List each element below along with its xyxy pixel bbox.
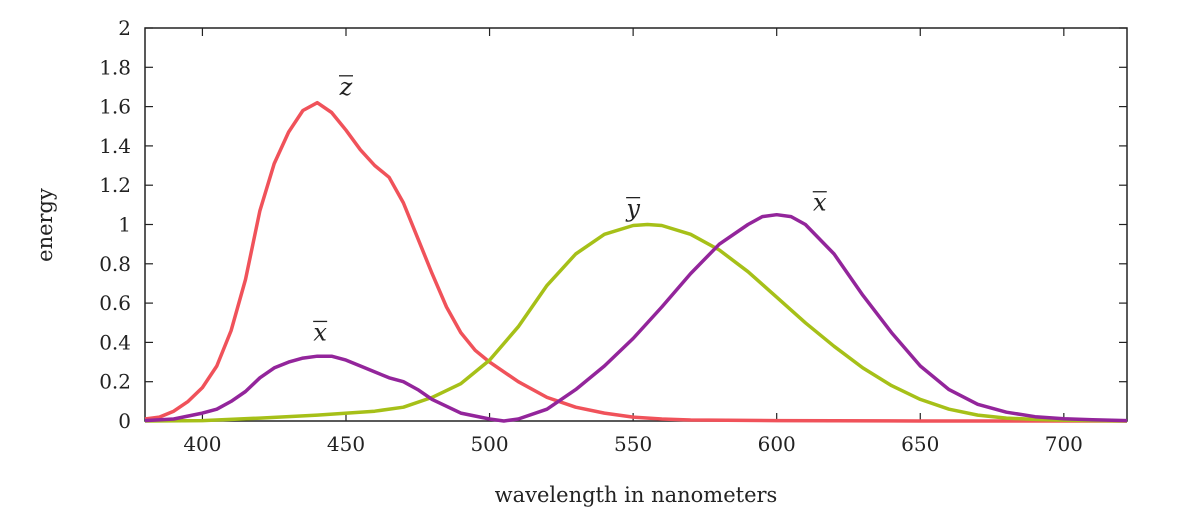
y-bar-label: y <box>625 195 640 223</box>
x-bar-label: x <box>313 318 327 346</box>
x-tick-label: 650 <box>901 432 939 456</box>
y-tick-label: 0.6 <box>99 291 131 315</box>
y-tick-label: 1.2 <box>99 173 131 197</box>
x-tick-label: 550 <box>614 432 652 456</box>
z-bar-line <box>144 100 1127 423</box>
x-bar-line <box>144 212 1128 423</box>
curve-labels: z y x x <box>313 73 827 346</box>
y-tick-label: 0.4 <box>99 330 131 354</box>
x-tick-label: 500 <box>470 432 508 456</box>
y-tick-label: 1 <box>118 213 131 237</box>
x-bar-label: x <box>813 189 827 217</box>
y-tick-label: 0.2 <box>99 370 131 394</box>
x-tick-label: 700 <box>1045 432 1083 456</box>
x-axis-label: wavelength in nanometers <box>495 483 778 507</box>
x-tick-label: 600 <box>758 432 796 456</box>
y-axis-label: energy <box>33 188 57 262</box>
y-tick-label: 1.6 <box>99 95 131 119</box>
z-bar-label: z <box>339 73 353 101</box>
y-tick-label: 1.4 <box>99 134 131 158</box>
y-tick-label: 2 <box>118 16 131 40</box>
y-tick-label: 1.8 <box>99 55 131 79</box>
y-bar-line <box>144 222 1128 423</box>
x-tick-label: 450 <box>327 432 365 456</box>
y-tick-label: 0 <box>118 409 131 433</box>
series-group <box>144 100 1128 423</box>
x-tick-label: 400 <box>183 432 221 456</box>
y-tick-label: 0.8 <box>99 252 131 276</box>
axes: 400 450 500 550 600 650 700 0 0.2 0.4 0.6 0.8 1 1.2 1.… <box>99 16 1128 456</box>
